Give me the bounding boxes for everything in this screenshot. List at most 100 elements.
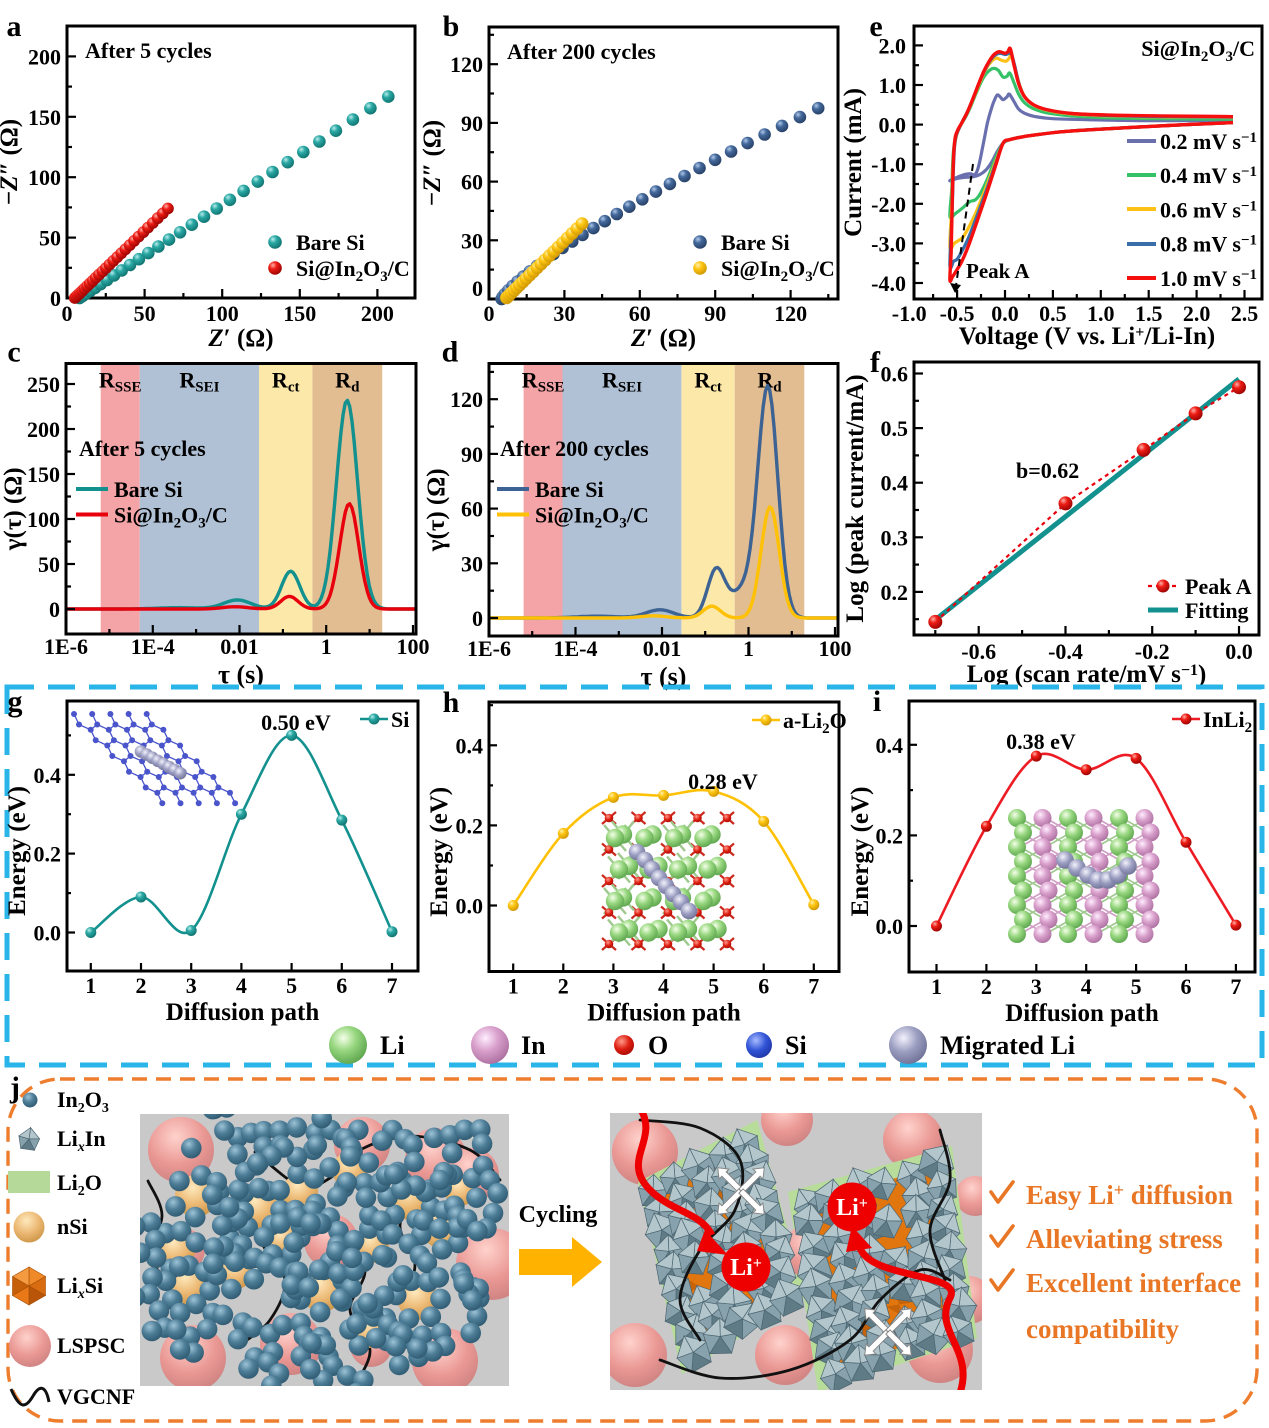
svg-text:100: 100 [28,165,61,190]
svg-text:Alleviating stress: Alleviating stress [1026,1224,1223,1254]
svg-text:3: 3 [1031,974,1042,999]
svg-text:1: 1 [85,973,96,998]
svg-text:Energy (eV): Energy (eV) [426,787,453,917]
svg-text:i: i [873,685,881,718]
svg-text:30: 30 [461,551,483,576]
svg-text:nSi: nSi [57,1214,88,1239]
svg-text:Cycling: Cycling [519,1202,598,1228]
svg-text:Energy (eV): Energy (eV) [847,787,874,917]
svg-text:1.5: 1.5 [1135,301,1163,326]
svg-text:1E-4: 1E-4 [554,636,598,661]
svg-text:1: 1 [321,634,332,659]
svg-text:1.0: 1.0 [879,73,907,98]
svg-text:Bare Si: Bare Si [114,477,183,502]
svg-text:Li: Li [380,1031,405,1060]
svg-text:Rct: Rct [694,368,722,396]
svg-text:0.6: 0.6 [881,362,909,387]
svg-text:Migrated Li: Migrated Li [940,1031,1075,1060]
svg-text:−Z″ (Ω): −Z″ (Ω) [419,120,446,206]
svg-text:-2.0: -2.0 [871,192,906,217]
svg-text:0.2 mV s−1: 0.2 mV s−1 [1160,129,1257,154]
svg-text:1E-6: 1E-6 [44,634,88,659]
svg-text:0.0: 0.0 [34,921,62,946]
svg-text:120: 120 [450,52,483,77]
svg-text:VGCNF: VGCNF [57,1384,135,1409]
svg-text:90: 90 [461,442,483,467]
svg-text:200: 200 [27,417,60,442]
svg-text:b=0.62: b=0.62 [1016,458,1079,483]
svg-text:5: 5 [286,973,297,998]
svg-text:100: 100 [397,634,430,659]
svg-text:150: 150 [27,462,60,487]
svg-text:0.0: 0.0 [456,894,484,919]
svg-text:1.0 mV s−1: 1.0 mV s−1 [1160,266,1257,291]
svg-text:Rd: Rd [335,368,360,396]
svg-text:0.01: 0.01 [220,634,259,659]
svg-text:2.0: 2.0 [879,33,907,58]
svg-text:Energy (eV): Energy (eV) [4,786,31,916]
svg-text:-4.0: -4.0 [871,271,906,296]
svg-text:Easy Li+ diffusion: Easy Li+ diffusion [1026,1180,1233,1210]
svg-text:50: 50 [38,552,60,577]
svg-text:Diffusion path: Diffusion path [1005,1000,1159,1027]
svg-text:1: 1 [508,974,519,999]
svg-text:100: 100 [27,507,60,532]
svg-text:0: 0 [62,301,73,326]
svg-text:Diffusion path: Diffusion path [166,999,320,1026]
svg-text:compatibility: compatibility [1026,1314,1179,1344]
svg-text:6: 6 [758,974,769,999]
svg-text:Si@In2O3/C: Si@In2O3/C [114,503,228,532]
svg-text:0.2: 0.2 [876,823,904,848]
svg-text:Fitting: Fitting [1185,598,1249,623]
svg-text:2.0: 2.0 [1183,301,1211,326]
svg-text:a-Li2O: a-Li2O [783,708,847,737]
svg-text:τ (s): τ (s) [218,660,264,689]
svg-text:0: 0 [50,286,61,311]
svg-text:1.0: 1.0 [1087,301,1115,326]
svg-text:Current (mA): Current (mA) [840,88,867,237]
svg-text:-3.0: -3.0 [871,231,906,256]
svg-text:0: 0 [472,606,483,631]
svg-text:After 5 cycles: After 5 cycles [85,38,212,63]
svg-text:-0.4: -0.4 [1048,639,1083,664]
svg-text:0.50 eV: 0.50 eV [261,710,331,735]
svg-text:Log (scan rate/mV s−1): Log (scan rate/mV s−1) [967,661,1207,688]
svg-text:90: 90 [461,111,483,136]
svg-text:1E-6: 1E-6 [467,636,511,661]
svg-text:100: 100 [206,301,239,326]
svg-text:-0.2: -0.2 [1135,639,1170,664]
svg-text:InLi2: InLi2 [1203,707,1252,736]
svg-text:Si: Si [391,707,409,732]
svg-text:2: 2 [981,974,992,999]
svg-text:Si@In2O3/C: Si@In2O3/C [1141,36,1255,65]
svg-text:−Z″ (Ω): −Z″ (Ω) [0,119,23,205]
svg-text:30: 30 [553,301,575,326]
svg-text:0.4: 0.4 [456,733,484,758]
svg-text:5: 5 [1131,974,1142,999]
svg-text:120: 120 [450,387,483,412]
svg-text:g: g [8,685,23,718]
svg-text:0.0: 0.0 [1225,639,1253,664]
svg-text:4: 4 [658,974,669,999]
svg-text:2.5: 2.5 [1231,301,1259,326]
svg-text:e: e [869,10,882,43]
svg-text:0.4: 0.4 [881,471,909,496]
svg-text:j: j [9,1071,20,1104]
svg-text:50: 50 [39,226,61,251]
svg-text:120: 120 [774,301,807,326]
svg-text:Si@In2O3/C: Si@In2O3/C [535,503,649,532]
svg-text:0.0: 0.0 [991,301,1019,326]
svg-text:0.5: 0.5 [881,416,909,441]
svg-text:Voltage (V vs. Li+/Li-In): Voltage (V vs. Li+/Li-In) [959,323,1215,350]
svg-text:200: 200 [361,301,394,326]
svg-text:O: O [648,1031,668,1060]
svg-text:-1.0: -1.0 [871,152,906,177]
svg-text:30: 30 [461,228,483,253]
svg-text:b: b [443,10,460,43]
svg-text:0: 0 [484,301,495,326]
svg-text:Si@In2O3/C: Si@In2O3/C [296,256,410,285]
svg-text:Bare Si: Bare Si [296,230,365,255]
svg-text:Peak A: Peak A [1185,574,1252,599]
svg-text:Z′ (Ω): Z′ (Ω) [207,325,273,352]
svg-text:d: d [442,336,459,369]
